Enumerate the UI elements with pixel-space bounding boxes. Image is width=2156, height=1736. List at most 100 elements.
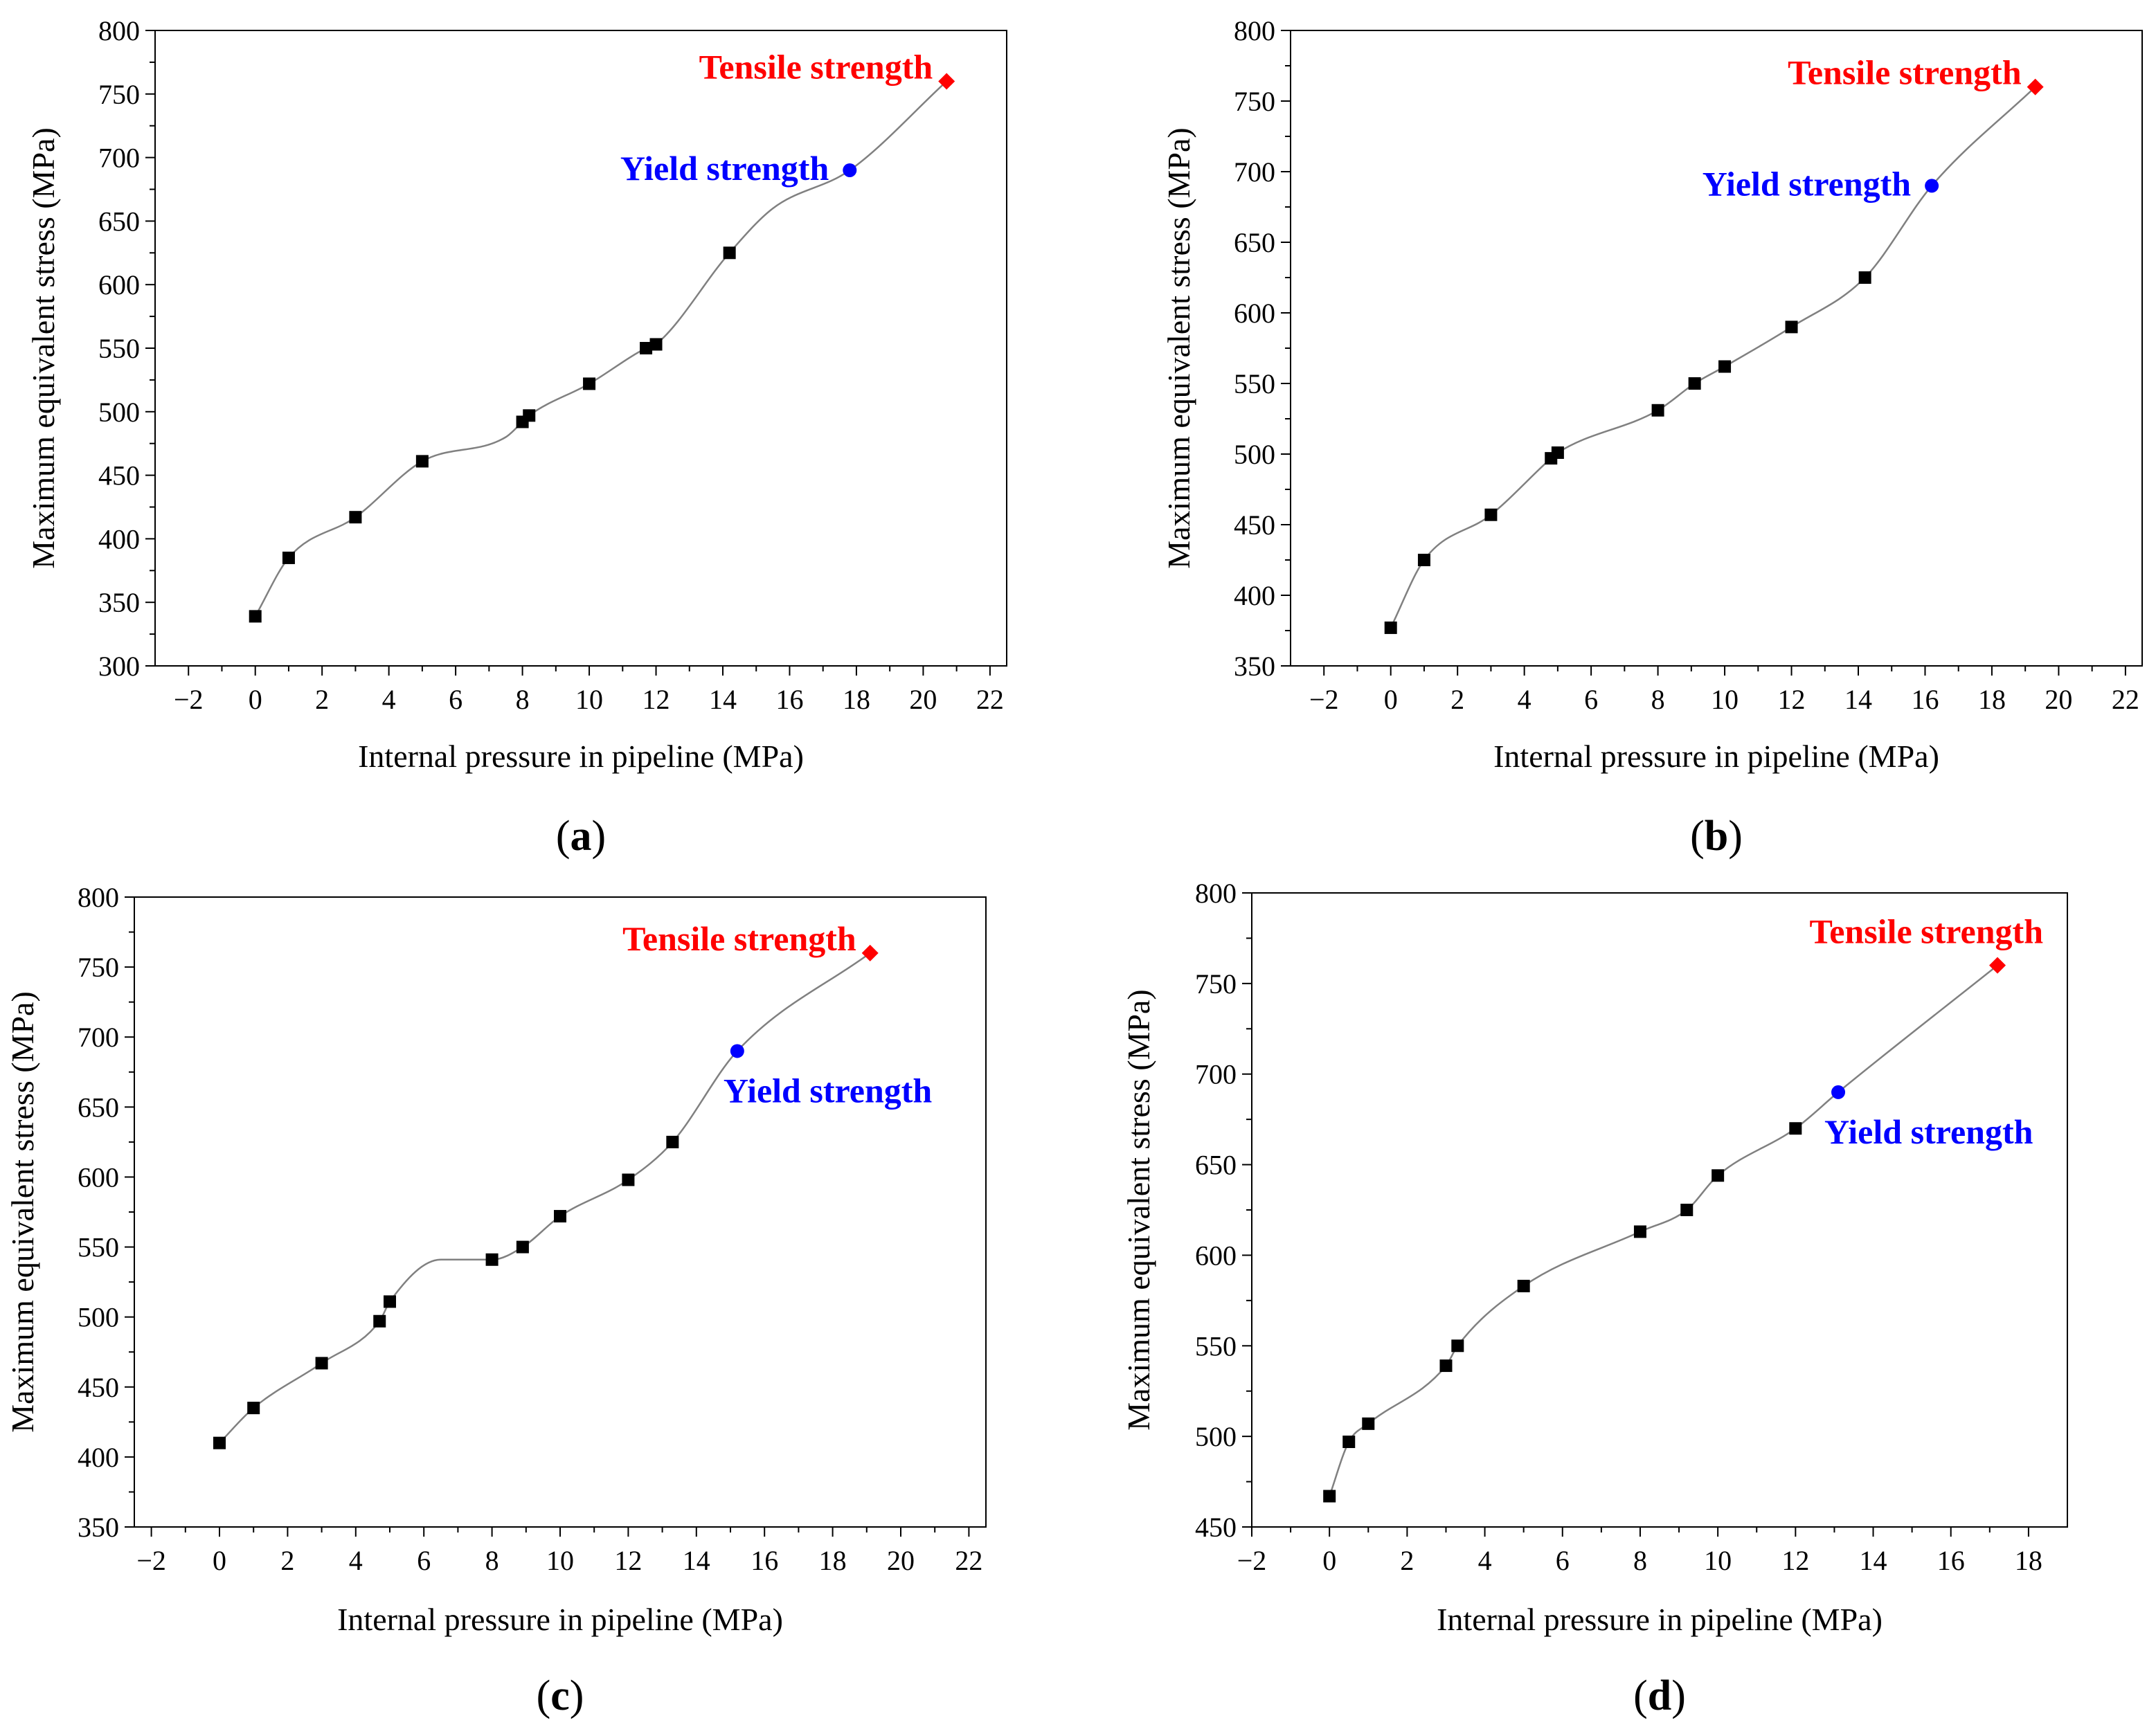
y-tick-label: 450 [1234, 509, 1275, 541]
panel-letter: c [550, 1672, 570, 1719]
data-point-square [1789, 1122, 1802, 1135]
y-tick-label: 750 [98, 79, 140, 110]
y-tick-label: 550 [1195, 1330, 1237, 1362]
x-tick-label: 16 [1911, 684, 1939, 715]
x-tick-label: 8 [485, 1545, 499, 1576]
x-tick-label: 10 [1711, 684, 1739, 715]
x-tick-label: 10 [1704, 1545, 1732, 1576]
tensile-strength-marker [2027, 78, 2044, 96]
plot-frame [1251, 892, 2068, 1528]
y-tick-label: 700 [1234, 156, 1275, 188]
y-tick-label: 700 [98, 143, 140, 174]
data-point-square [485, 1253, 498, 1266]
yield-strength-marker [1925, 179, 1939, 193]
data-point-square [1688, 377, 1701, 390]
data-point-square [1785, 320, 1798, 334]
y-tick-label: 700 [1195, 1059, 1237, 1090]
x-tick-label: 6 [449, 684, 462, 715]
x-tick-label: 18 [2015, 1545, 2042, 1576]
panel-caption: (c) [537, 1672, 584, 1719]
x-tick-label: 2 [315, 684, 329, 715]
x-tick-label: 6 [417, 1545, 431, 1576]
y-tick-label: 400 [78, 1442, 119, 1473]
x-tick-label: 12 [1781, 1545, 1809, 1576]
fitted-curve [1390, 86, 2036, 629]
yield-strength-marker [1831, 1085, 1846, 1099]
tensile-strength-label: Tensile strength [699, 47, 933, 86]
panel-letter: d [1648, 1672, 1671, 1719]
panel-paren: ) [570, 1672, 584, 1719]
data-point-square [554, 1210, 566, 1223]
data-point-square [1858, 271, 1871, 284]
data-point-square [1362, 1417, 1375, 1430]
x-tick-label: 2 [1450, 684, 1464, 715]
panel-paren: ( [556, 813, 571, 860]
yield-strength-marker [730, 1044, 744, 1058]
y-tick-label: 650 [1195, 1150, 1237, 1181]
yield-strength-label: Yield strength [724, 1071, 933, 1110]
y-axis-label: Maximum equivalent stress (MPa) [5, 991, 40, 1433]
data-point-square [1451, 1339, 1464, 1353]
x-tick-label: −2 [136, 1545, 166, 1576]
y-tick-label: 500 [78, 1302, 119, 1333]
panel-paren: ( [537, 1672, 551, 1719]
data-point-square [516, 1240, 529, 1254]
x-tick-label: 8 [1633, 1545, 1647, 1576]
x-tick-label: 16 [1937, 1545, 1965, 1576]
y-tick-label: 800 [78, 882, 119, 913]
chart-panel-d: −2 0 2 4 6 8 10 12 14 16 18 450 500 550 600 650 700 750 80… [1121, 878, 2068, 1719]
data-point-square [249, 610, 262, 623]
x-tick-label: 20 [887, 1545, 915, 1576]
x-tick-label: 22 [955, 1545, 982, 1576]
y-tick-label: 650 [78, 1092, 119, 1123]
y-tick-label: 600 [1234, 298, 1275, 329]
data-point-square [1384, 621, 1397, 634]
x-tick-label: 10 [546, 1545, 574, 1576]
y-tick-label: 550 [1234, 368, 1275, 399]
panel-caption: (a) [556, 813, 606, 860]
data-point-square [723, 246, 736, 260]
data-point-square [649, 338, 663, 351]
y-tick-label: 450 [1195, 1512, 1237, 1543]
x-tick-label: 14 [683, 1545, 710, 1576]
y-axis-label: Maximum equivalent stress (MPa) [1161, 127, 1196, 569]
x-tick-label: −2 [174, 684, 204, 715]
y-axis-label: Maximum equivalent stress (MPa) [26, 127, 61, 569]
fitted-curve [254, 80, 948, 617]
x-axis-label: Internal pressure in pipeline (MPa) [337, 1602, 783, 1637]
x-tick-label: 0 [1322, 1545, 1336, 1576]
y-tick-label: 600 [78, 1161, 119, 1193]
panel-caption: (b) [1690, 813, 1743, 860]
data-point-square [523, 409, 536, 422]
x-tick-label: 12 [643, 684, 670, 715]
data-point-square [1551, 446, 1564, 459]
y-tick-label: 450 [78, 1372, 119, 1403]
y-tick-label: 750 [1195, 968, 1237, 1000]
x-tick-label: 18 [843, 684, 870, 715]
panel-paren: ) [1671, 1672, 1686, 1719]
x-tick-label: 4 [1518, 684, 1531, 715]
data-point-square [1718, 360, 1732, 373]
yield-strength-marker [843, 163, 857, 177]
data-point-square [666, 1135, 679, 1148]
y-tick-label: 800 [98, 15, 140, 46]
x-tick-label: 2 [1400, 1545, 1414, 1576]
fitted-curve [219, 952, 871, 1444]
y-tick-label: 800 [1195, 878, 1237, 909]
x-tick-label: 22 [2112, 684, 2139, 715]
x-tick-label: 16 [751, 1545, 778, 1576]
data-point-square [415, 455, 429, 468]
x-tick-label: 8 [1651, 684, 1665, 715]
panel-paren: ( [1690, 813, 1705, 860]
data-point-square [583, 377, 596, 390]
x-tick-label: 6 [1584, 684, 1598, 715]
x-tick-label: 18 [1978, 684, 2006, 715]
y-tick-label: 300 [98, 651, 140, 682]
data-point-square [373, 1314, 386, 1328]
x-tick-label: −2 [1309, 684, 1339, 715]
chart-panel-b: −2 0 2 4 6 8 10 12 14 16 18 20 22 350 400 450 500 550 600 6… [1161, 15, 2143, 860]
data-point-square [349, 511, 362, 524]
data-point-square [213, 1436, 226, 1449]
y-tick-label: 750 [78, 952, 119, 983]
